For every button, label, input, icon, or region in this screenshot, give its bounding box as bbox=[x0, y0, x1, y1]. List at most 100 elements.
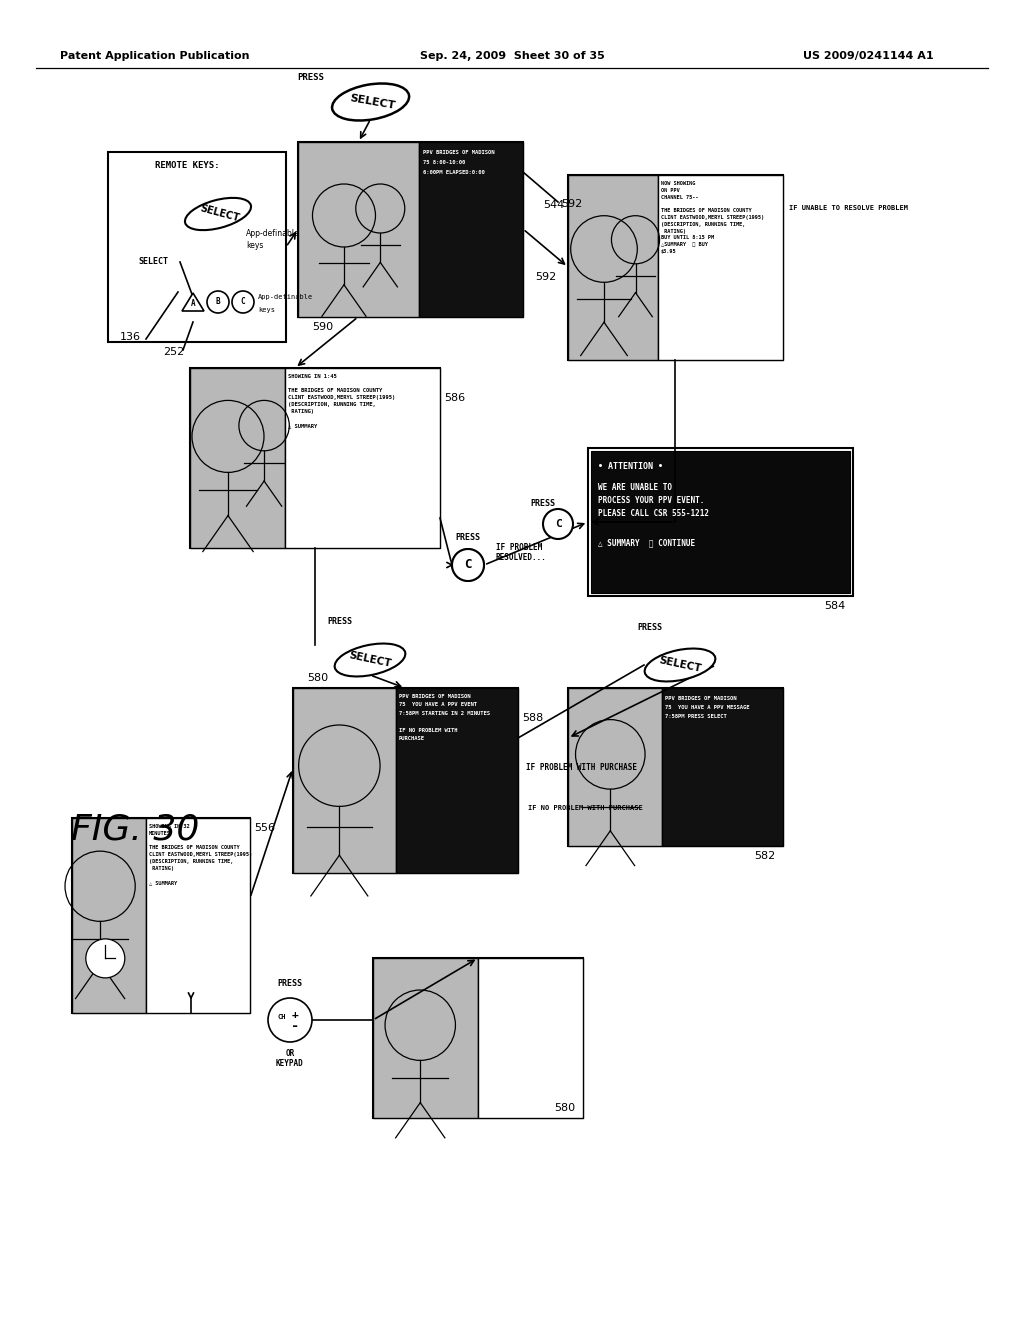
Text: BUY UNTIL 8:15 PM: BUY UNTIL 8:15 PM bbox=[662, 235, 714, 240]
Text: PROCESS YOUR PPV EVENT.: PROCESS YOUR PPV EVENT. bbox=[598, 496, 705, 506]
Text: CH: CH bbox=[278, 1014, 287, 1020]
Circle shape bbox=[452, 549, 484, 581]
Polygon shape bbox=[182, 293, 204, 312]
Bar bbox=[591, 451, 850, 593]
Text: 590: 590 bbox=[312, 322, 333, 333]
Text: 544: 544 bbox=[543, 201, 564, 210]
Bar bbox=[108, 152, 286, 342]
Text: $3.95: $3.95 bbox=[662, 249, 677, 253]
Text: Patent Application Publication: Patent Application Publication bbox=[60, 51, 250, 61]
Text: NOW SHOWING: NOW SHOWING bbox=[662, 181, 695, 186]
Bar bbox=[373, 958, 583, 1118]
Text: 75  YOU HAVE A PPV EVENT: 75 YOU HAVE A PPV EVENT bbox=[399, 702, 477, 708]
Text: FIG. 30: FIG. 30 bbox=[71, 813, 200, 847]
Text: 584: 584 bbox=[823, 601, 845, 611]
Bar bbox=[568, 176, 658, 360]
Text: 588: 588 bbox=[522, 713, 544, 723]
Text: REMOTE KEYS:: REMOTE KEYS: bbox=[155, 161, 219, 170]
Text: PRESS: PRESS bbox=[297, 74, 324, 82]
Text: 582: 582 bbox=[754, 851, 775, 861]
Text: SHOWING IN 32: SHOWING IN 32 bbox=[150, 824, 189, 829]
Circle shape bbox=[268, 998, 312, 1041]
Text: keys: keys bbox=[258, 308, 275, 313]
Text: THE BRIDGES OF MADISON COUNTY: THE BRIDGES OF MADISON COUNTY bbox=[288, 388, 382, 393]
Bar bbox=[298, 143, 523, 317]
Ellipse shape bbox=[332, 83, 410, 120]
Text: PRESS: PRESS bbox=[278, 979, 302, 989]
Text: App-definable: App-definable bbox=[258, 294, 313, 300]
Text: CLINT EASTWOOD,MERYL STREEP(1995): CLINT EASTWOOD,MERYL STREEP(1995) bbox=[662, 215, 764, 220]
Text: SELECT: SELECT bbox=[657, 656, 702, 675]
Text: 75 8:00-10:00: 75 8:00-10:00 bbox=[423, 160, 465, 165]
Bar bbox=[588, 447, 853, 597]
Text: OR: OR bbox=[286, 1048, 295, 1057]
Text: △ SUMMARY: △ SUMMARY bbox=[288, 422, 317, 428]
Text: A: A bbox=[190, 300, 196, 309]
Text: IF UNABLE TO RESOLVE PROBLEM: IF UNABLE TO RESOLVE PROBLEM bbox=[790, 205, 908, 211]
Text: △SUMMARY  Ⓑ BUY: △SUMMARY Ⓑ BUY bbox=[662, 242, 708, 247]
Circle shape bbox=[452, 549, 484, 581]
Circle shape bbox=[543, 510, 573, 539]
Text: KEYPAD: KEYPAD bbox=[276, 1060, 304, 1068]
Text: PLEASE CALL CSR 555-1212: PLEASE CALL CSR 555-1212 bbox=[598, 510, 709, 517]
Bar bbox=[568, 688, 783, 846]
Bar bbox=[298, 143, 419, 317]
Text: B: B bbox=[216, 297, 220, 306]
Text: C: C bbox=[241, 297, 246, 306]
Text: • ATTENTION •: • ATTENTION • bbox=[598, 462, 663, 471]
Text: THE BRIDGES OF MADISON COUNTY: THE BRIDGES OF MADISON COUNTY bbox=[662, 209, 752, 214]
Text: 7:58PM STARTING IN 2 MINUTES: 7:58PM STARTING IN 2 MINUTES bbox=[399, 711, 490, 715]
Text: △ SUMMARY  Ⓒ CONTINUE: △ SUMMARY Ⓒ CONTINUE bbox=[598, 539, 695, 546]
Text: SELECT: SELECT bbox=[349, 94, 396, 111]
Text: C: C bbox=[464, 558, 472, 572]
Text: IF NO PROBLEM WITH: IF NO PROBLEM WITH bbox=[399, 729, 458, 733]
Text: RATING): RATING) bbox=[662, 228, 686, 234]
Bar bbox=[568, 688, 662, 846]
Bar bbox=[396, 688, 518, 873]
Text: WE ARE UNABLE TO: WE ARE UNABLE TO bbox=[598, 483, 672, 492]
Text: SHOWING IN 1:45: SHOWING IN 1:45 bbox=[288, 374, 337, 379]
Text: (DESCRIPTION, RUNNING TIME,: (DESCRIPTION, RUNNING TIME, bbox=[288, 403, 376, 407]
Text: △ SUMMARY: △ SUMMARY bbox=[150, 880, 177, 884]
Text: PPV BRIDGES OF MADISON: PPV BRIDGES OF MADISON bbox=[665, 696, 736, 701]
Circle shape bbox=[86, 939, 125, 978]
Text: Sep. 24, 2009  Sheet 30 of 35: Sep. 24, 2009 Sheet 30 of 35 bbox=[420, 51, 604, 61]
Text: (DESCRIPTION, RUNNING TIME,: (DESCRIPTION, RUNNING TIME, bbox=[662, 222, 745, 227]
Text: 6:00PM ELAPSED:0:00: 6:00PM ELAPSED:0:00 bbox=[423, 170, 484, 176]
Text: PRESS: PRESS bbox=[456, 532, 480, 541]
Text: PRESS: PRESS bbox=[328, 618, 352, 627]
Text: keys: keys bbox=[246, 242, 263, 251]
Text: IF NO PROBLEM WITH PURCHASE: IF NO PROBLEM WITH PURCHASE bbox=[528, 805, 643, 810]
Text: C: C bbox=[555, 519, 561, 529]
Text: PPV BRIDGES OF MADISON: PPV BRIDGES OF MADISON bbox=[399, 694, 470, 700]
Text: PRESS: PRESS bbox=[530, 499, 555, 508]
Ellipse shape bbox=[185, 198, 251, 230]
Bar bbox=[419, 143, 523, 317]
Bar bbox=[293, 688, 518, 873]
Text: CLINT EASTWOOD,MERYL STREEP(1995): CLINT EASTWOOD,MERYL STREEP(1995) bbox=[150, 851, 252, 857]
Text: RESOLVED...: RESOLVED... bbox=[496, 553, 547, 562]
Text: 592: 592 bbox=[561, 199, 583, 209]
Bar bbox=[72, 818, 146, 1012]
Text: ON PPV: ON PPV bbox=[662, 187, 680, 193]
Text: RATING): RATING) bbox=[150, 866, 174, 871]
Text: 580: 580 bbox=[307, 673, 328, 682]
Text: SELECT: SELECT bbox=[138, 257, 168, 267]
Bar bbox=[190, 368, 285, 548]
Text: CHANNEL 75--: CHANNEL 75-- bbox=[662, 194, 698, 199]
Ellipse shape bbox=[645, 648, 716, 681]
Text: 580: 580 bbox=[554, 1104, 575, 1113]
Text: +: + bbox=[292, 1010, 298, 1020]
Bar bbox=[293, 688, 396, 873]
Text: MINUTES: MINUTES bbox=[150, 832, 171, 836]
Circle shape bbox=[207, 290, 229, 313]
Bar bbox=[190, 368, 440, 548]
Text: PRESS: PRESS bbox=[638, 623, 663, 631]
Text: SELECT: SELECT bbox=[348, 651, 392, 669]
Text: 592: 592 bbox=[535, 272, 556, 282]
Circle shape bbox=[232, 290, 254, 313]
Bar bbox=[373, 958, 478, 1118]
Text: -: - bbox=[291, 1019, 299, 1034]
Bar bbox=[478, 958, 583, 1118]
Text: C: C bbox=[464, 558, 472, 572]
